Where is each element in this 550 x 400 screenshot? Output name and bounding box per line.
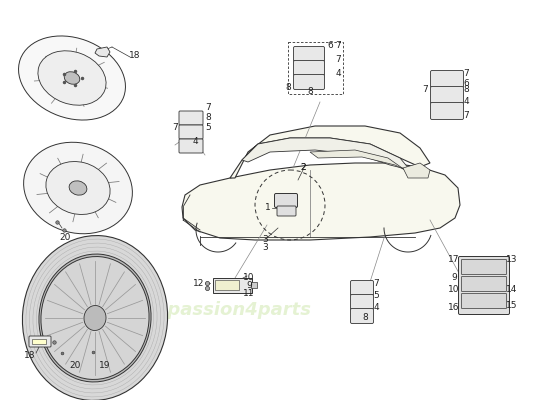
Ellipse shape bbox=[84, 306, 106, 330]
FancyBboxPatch shape bbox=[274, 194, 298, 208]
Text: 8: 8 bbox=[307, 88, 313, 96]
Text: 17: 17 bbox=[448, 256, 460, 264]
Ellipse shape bbox=[19, 36, 125, 120]
Text: 8: 8 bbox=[463, 86, 469, 94]
Text: 7: 7 bbox=[172, 124, 178, 132]
FancyBboxPatch shape bbox=[288, 42, 343, 94]
Text: 5: 5 bbox=[205, 124, 211, 132]
Text: 7: 7 bbox=[463, 112, 469, 120]
Text: 7: 7 bbox=[205, 104, 211, 112]
Text: 7: 7 bbox=[335, 56, 341, 64]
Text: 3: 3 bbox=[262, 244, 268, 252]
Polygon shape bbox=[403, 163, 430, 178]
FancyBboxPatch shape bbox=[179, 111, 203, 125]
Text: 18: 18 bbox=[129, 50, 141, 60]
FancyBboxPatch shape bbox=[431, 86, 464, 104]
Text: 7: 7 bbox=[373, 280, 379, 288]
Ellipse shape bbox=[46, 162, 110, 214]
Ellipse shape bbox=[41, 256, 149, 380]
Text: 9: 9 bbox=[246, 280, 252, 290]
Text: 4: 4 bbox=[192, 138, 198, 146]
Text: 6: 6 bbox=[463, 80, 469, 88]
FancyBboxPatch shape bbox=[350, 294, 373, 310]
FancyBboxPatch shape bbox=[350, 280, 373, 296]
Text: 20: 20 bbox=[59, 232, 71, 242]
Text: 5: 5 bbox=[373, 290, 379, 300]
Text: 10: 10 bbox=[243, 272, 255, 282]
Text: 2: 2 bbox=[300, 164, 306, 172]
Text: 19: 19 bbox=[99, 362, 111, 370]
Text: 11: 11 bbox=[243, 288, 255, 298]
Polygon shape bbox=[230, 126, 430, 178]
Text: 2: 2 bbox=[300, 162, 306, 172]
Polygon shape bbox=[182, 163, 460, 240]
Text: 16: 16 bbox=[448, 304, 460, 312]
Text: 10: 10 bbox=[448, 286, 460, 294]
Text: 7: 7 bbox=[422, 86, 428, 94]
Text: 14: 14 bbox=[507, 286, 518, 294]
FancyBboxPatch shape bbox=[212, 278, 251, 292]
FancyBboxPatch shape bbox=[294, 74, 324, 90]
Ellipse shape bbox=[69, 181, 87, 195]
Text: 9: 9 bbox=[451, 272, 457, 282]
Text: 12: 12 bbox=[193, 278, 205, 288]
FancyBboxPatch shape bbox=[294, 60, 324, 76]
FancyBboxPatch shape bbox=[294, 46, 324, 62]
Ellipse shape bbox=[23, 236, 168, 400]
Polygon shape bbox=[310, 150, 405, 170]
FancyBboxPatch shape bbox=[277, 206, 296, 216]
FancyBboxPatch shape bbox=[461, 294, 507, 308]
Ellipse shape bbox=[38, 51, 106, 105]
Text: 8: 8 bbox=[205, 114, 211, 122]
Text: 15: 15 bbox=[506, 300, 518, 310]
FancyBboxPatch shape bbox=[461, 260, 507, 274]
FancyBboxPatch shape bbox=[179, 139, 203, 153]
Text: 18: 18 bbox=[24, 350, 36, 360]
Text: 6: 6 bbox=[327, 42, 333, 50]
FancyBboxPatch shape bbox=[179, 125, 203, 139]
Text: 4: 4 bbox=[463, 98, 469, 106]
Text: 8: 8 bbox=[285, 84, 291, 92]
FancyBboxPatch shape bbox=[431, 102, 464, 120]
FancyBboxPatch shape bbox=[459, 256, 509, 314]
FancyBboxPatch shape bbox=[251, 282, 257, 288]
Text: 7: 7 bbox=[463, 70, 469, 78]
Text: 8: 8 bbox=[362, 314, 368, 322]
Ellipse shape bbox=[64, 72, 80, 84]
FancyBboxPatch shape bbox=[431, 70, 464, 88]
Text: 3: 3 bbox=[262, 236, 268, 244]
Text: 20: 20 bbox=[69, 362, 81, 370]
Ellipse shape bbox=[24, 142, 133, 234]
FancyBboxPatch shape bbox=[461, 276, 507, 292]
Ellipse shape bbox=[39, 254, 151, 382]
FancyBboxPatch shape bbox=[29, 336, 51, 347]
Text: 1: 1 bbox=[265, 204, 271, 212]
Text: 4: 4 bbox=[373, 304, 379, 312]
FancyBboxPatch shape bbox=[350, 308, 373, 324]
Text: 13: 13 bbox=[506, 256, 518, 264]
FancyBboxPatch shape bbox=[215, 280, 239, 290]
Text: a passion4parts: a passion4parts bbox=[149, 301, 311, 319]
Polygon shape bbox=[95, 47, 110, 57]
Text: 4: 4 bbox=[335, 70, 341, 78]
Text: 7: 7 bbox=[335, 42, 341, 50]
FancyBboxPatch shape bbox=[32, 339, 46, 344]
Polygon shape bbox=[242, 138, 410, 170]
